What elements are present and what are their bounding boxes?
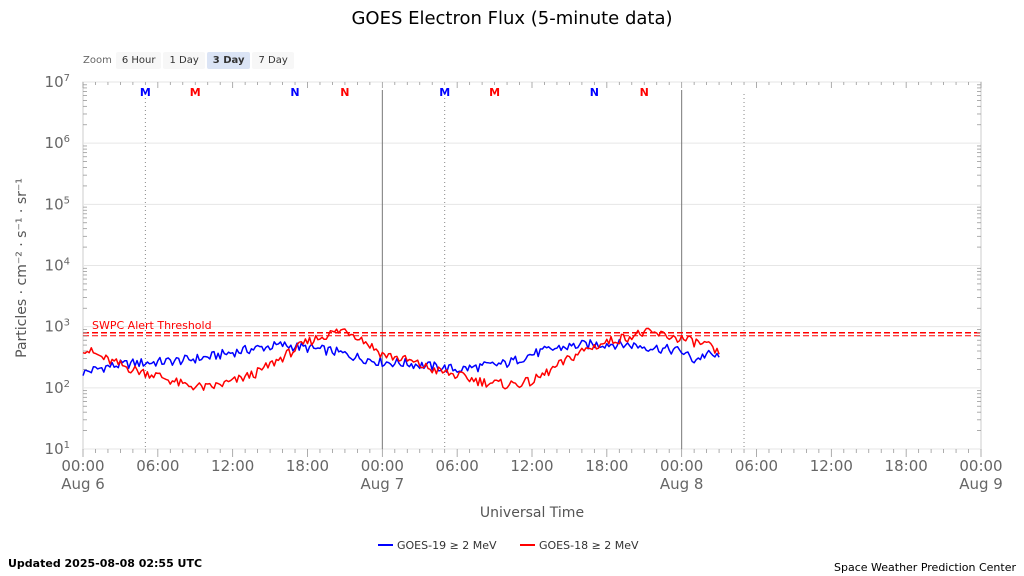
zoom-1-day-button[interactable]: 1 Day [163,51,205,69]
y-tick-label: 105 [45,195,70,213]
threshold-label: SWPC Alert Threshold [92,319,212,332]
source-credit: Space Weather Prediction Center [834,561,1016,574]
vertical-reference-lines [144,90,745,449]
flag-marker: M [489,86,500,99]
flag-marker: N [640,86,649,99]
x-tick-label: 00:00 [959,457,1002,475]
x-date-label: Aug 6 [61,475,105,493]
zoom-label: Zoom [83,54,112,66]
series-line-goes-19 [82,338,720,376]
y-tick-label: 102 [45,379,70,397]
x-tick-label: 06:00 [735,457,778,475]
flag-marker: N [590,86,599,99]
y-axis-label: Particles · cm⁻² · s⁻¹ · sr⁻¹ [14,178,30,358]
alert-threshold: SWPC Alert Threshold [83,319,981,337]
x-tick-label: 06:00 [436,457,479,475]
y-tick-label: 106 [45,134,70,152]
x-tick-label: 00:00 [361,457,404,475]
y-tick-label: 107 [45,73,70,91]
y-tick-label: 104 [45,257,70,275]
x-tick-label: 18:00 [585,457,628,475]
zoom-bar: Zoom 6 Hour 1 Day 3 Day 7 Day [83,50,296,70]
x-date-label: Aug 7 [361,475,405,493]
series-group [82,327,720,391]
x-tick-label: 18:00 [885,457,928,475]
y-axis: 101 102 103 104 105 106 107 [45,73,981,458]
x-tick-label: 12:00 [510,457,553,475]
x-date-label: Aug 8 [660,475,704,493]
flag-marker: M [439,86,450,99]
x-tick-label: 00:00 [61,457,104,475]
x-tick-label: 18:00 [286,457,329,475]
legend-label: GOES-19 ≥ 2 MeV [397,539,497,552]
x-date-label: Aug 9 [959,475,1003,493]
flag-marker: N [290,86,299,99]
y-tick-label: 103 [45,318,70,336]
x-tick-label: 12:00 [211,457,254,475]
flag-marker: M [190,86,201,99]
x-axis-label: Universal Time [480,505,584,521]
updated-timestamp: Updated 2025-08-08 02:55 UTC [8,557,203,570]
x-tick-label: 12:00 [810,457,853,475]
x-tick-label: 06:00 [136,457,179,475]
flag-marker: N [340,86,349,99]
zoom-3-day-button[interactable]: 3 Day [206,51,251,69]
zoom-7-day-button[interactable]: 7 Day [252,51,294,69]
zoom-6-hour-button[interactable]: 6 Hour [115,51,162,69]
series-line-goes-18 [82,327,720,391]
legend-label: GOES-18 ≥ 2 MeV [539,539,639,552]
chart-title: GOES Electron Flux (5-minute data) [351,8,672,29]
flag-marker: M [140,86,151,99]
x-tick-label: 00:00 [660,457,703,475]
legend: GOES-19 ≥ 2 MeV GOES-18 ≥ 2 MeV [378,539,639,552]
y-tick-label: 101 [45,440,70,458]
